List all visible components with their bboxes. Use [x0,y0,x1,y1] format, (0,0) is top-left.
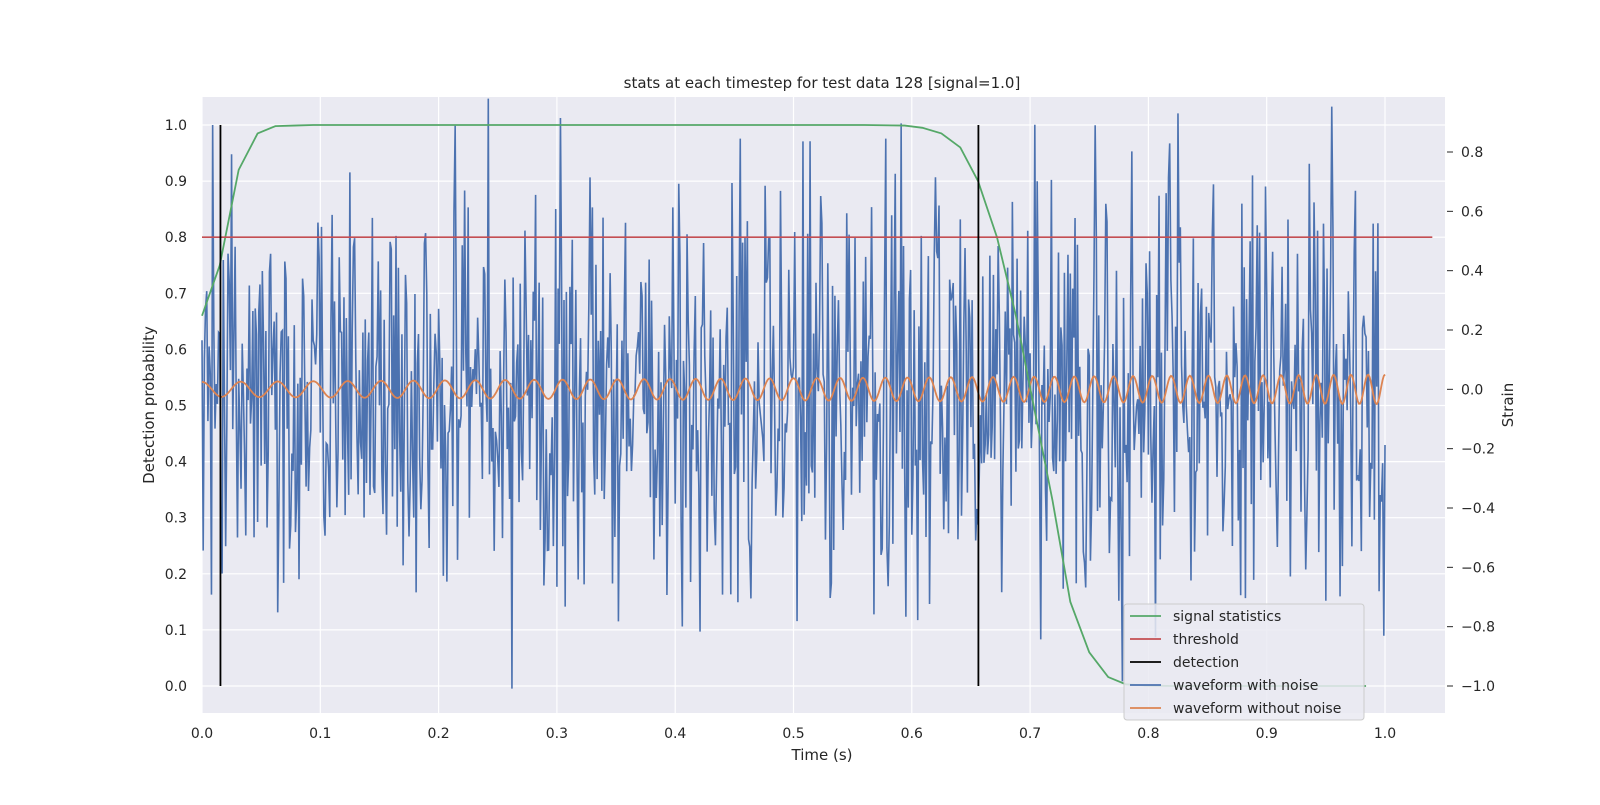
y-tick-label: 0.1 [165,623,187,639]
legend-label-detection: detection [1173,655,1239,671]
y-tick-label: 0.5 [165,399,187,415]
y-tick-label: 0.9 [165,174,187,190]
y-tick-label: 0.4 [165,455,187,471]
series-line-waveform-with-noise [201,98,1386,689]
series-line-signal-statistics [201,124,1367,687]
y2-tick-label: −1.0 [1461,679,1495,695]
x-tick-label: 1.0 [1374,726,1396,742]
legend-label-threshold: threshold [1173,632,1239,648]
y-tick-label: 0.7 [165,286,187,302]
y-tick-label: 0.2 [165,567,187,583]
legend-label-waveform-without-noise: waveform without noise [1173,701,1341,717]
y-tick-label: 0.0 [165,679,187,695]
y2-tick-label: −0.2 [1461,442,1495,458]
x-tick-label: 0.7 [1019,726,1041,742]
chart-title: stats at each timestep for test data 128… [624,74,1021,92]
ticks-layer: 0.0 0.1 0.2 0.3 0.4 0.5 0.6 0.7 0.8 0.9 1.0 0.0 0.1 0… [165,118,1495,742]
y2-tick-label: 0.8 [1461,145,1483,161]
x-axis-label: Time (s) [791,746,853,764]
series-line-waveform-without-noise [201,373,1386,406]
legend-box [1123,603,1365,721]
y2-tick-label: 0.6 [1461,204,1483,220]
x-tick-label: 0.8 [1137,726,1159,742]
x-tick-label: 0.1 [309,726,331,742]
y-axis-label: Detection probability [140,326,158,484]
x-tick-label: 0.0 [191,726,213,742]
y2-tick-label: −0.6 [1461,560,1495,576]
y-tick-label: 0.8 [165,230,187,246]
legend-label-signal-statistics: signal statistics [1173,609,1281,625]
y2-tick-label: 0.0 [1461,382,1483,398]
x-tick-label: 0.4 [664,726,686,742]
legend: signal statistics threshold detection wa… [1123,603,1365,721]
y-tick-label: 0.3 [165,511,187,527]
y-tick-label: 1.0 [165,118,187,134]
y-tick-label: 0.6 [165,342,187,358]
legend-label-waveform-with-noise: waveform with noise [1173,678,1318,694]
x-tick-label: 0.2 [427,726,449,742]
x-tick-label: 0.9 [1256,726,1278,742]
y2-axis-label: Strain [1499,383,1517,427]
y2-tick-label: 0.4 [1461,264,1483,280]
y2-tick-label: −0.4 [1461,501,1495,517]
x-tick-label: 0.6 [901,726,923,742]
y2-tick-label: −0.8 [1461,620,1495,636]
y2-tick-label: 0.2 [1461,323,1483,339]
series-layer [201,98,1433,689]
x-tick-label: 0.3 [546,726,568,742]
x-tick-label: 0.5 [782,726,804,742]
